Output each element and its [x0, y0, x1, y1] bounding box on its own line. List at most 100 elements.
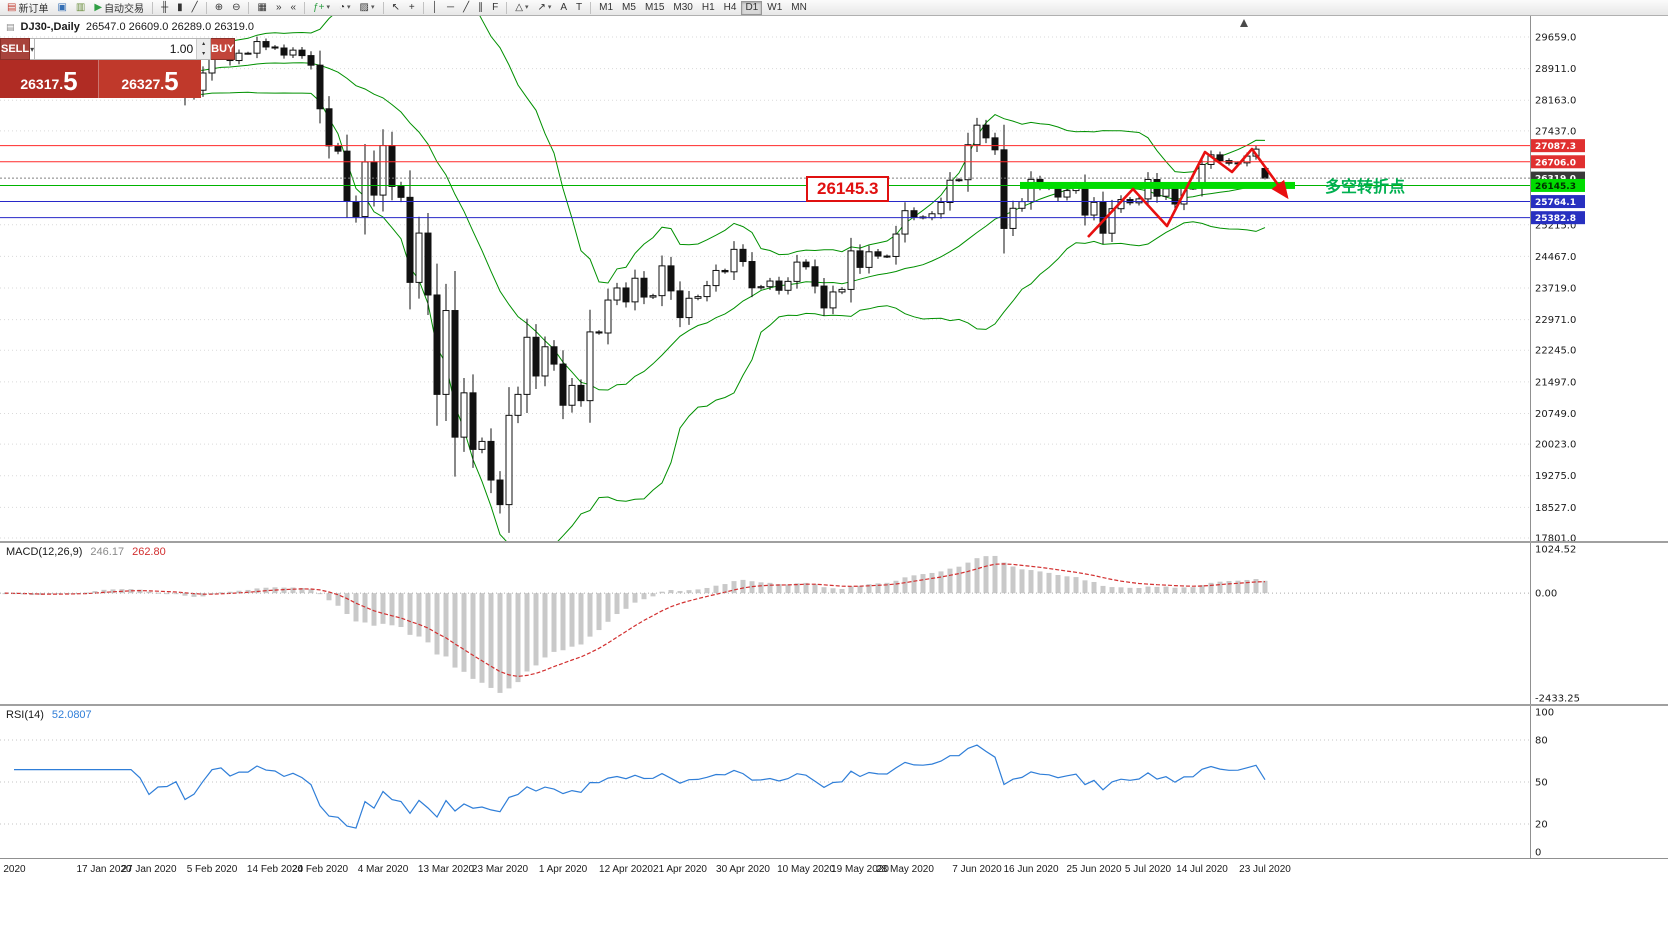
text-icon: A	[560, 1, 568, 13]
candlestick-chart-icon: ▮	[177, 1, 183, 13]
timeframe-h4-button[interactable]: H4	[720, 1, 741, 15]
chevron-down-icon: ▾	[326, 4, 330, 11]
macd-signal-line	[4, 563, 1266, 678]
one-click-trading-panel: SELL ▾ ▴ ▾ BUY 26317.5	[0, 38, 236, 98]
rsi-levels	[0, 739, 1530, 825]
order-type-dropdown[interactable]: ▾	[30, 38, 36, 60]
buy-price[interactable]: 26327. 5	[99, 60, 201, 98]
chart-window-button[interactable]: ▣	[53, 1, 70, 15]
svg-text:27437.0: 27437.0	[1535, 126, 1576, 137]
cursor-button[interactable]: ↖	[388, 1, 404, 15]
time-label: 4 Mar 2020	[357, 864, 409, 875]
chart-mini-icon: ▤	[6, 21, 15, 32]
svg-text:20749.0: 20749.0	[1535, 409, 1576, 420]
panel-separator[interactable]	[0, 541, 1668, 543]
profiles-button[interactable]: ▥	[72, 1, 89, 15]
time-label: 13 Mar 2020	[417, 864, 475, 875]
sell-price[interactable]: 26317. 5	[0, 60, 99, 98]
templates-icon: ▨	[359, 1, 369, 13]
price-chart-svg[interactable]: 29659.0 28911.0 28163.0 27437.0 25215.0 24467…	[0, 16, 1668, 541]
periods-button[interactable]: ◔ ▾	[335, 1, 355, 15]
trendline-button[interactable]: ╱	[459, 1, 473, 15]
autotrading-icon: ▶	[94, 1, 103, 13]
candlestick-chart-button[interactable]: ▮	[173, 1, 187, 15]
auto-scroll-button[interactable]: »	[272, 1, 286, 15]
svg-text:27087.3: 27087.3	[1535, 142, 1576, 152]
zoom-out-button[interactable]: ⊖	[228, 1, 244, 15]
zoom-in-icon: ⊕	[214, 1, 224, 13]
indicators-icon: ƒ+	[313, 1, 325, 13]
macd-panel[interactable]: 1024.52 0.00 -2433.25 MACD(12,26,9) 246.17…	[0, 543, 1668, 704]
svg-text:26706.0: 26706.0	[1535, 158, 1576, 168]
new-order-icon: ▤	[7, 1, 17, 13]
timeframe-m15-button[interactable]: M15	[641, 1, 668, 15]
timeframe-mn-label: MN	[791, 2, 807, 13]
chart-workspace: 29659.0 28911.0 28163.0 27437.0 25215.0 24467…	[0, 16, 1668, 945]
buy-button[interactable]: BUY	[211, 38, 236, 60]
line-chart-button[interactable]: ╱	[188, 1, 202, 15]
horizontal-line-icon: ─	[447, 1, 455, 13]
svg-text:22245.0: 22245.0	[1535, 346, 1576, 357]
rsi-axis: 100 80 50 20 0	[1530, 706, 1554, 858]
crosshair-icon: +	[408, 1, 415, 13]
timeframe-w1-label: W1	[767, 2, 783, 13]
time-label: 24 Feb 2020	[291, 864, 349, 875]
periods-icon: ◔	[338, 1, 346, 13]
chevron-down-icon: ▾	[524, 4, 529, 11]
channel-button[interactable]: ∥	[474, 1, 487, 15]
svg-text:18527.0: 18527.0	[1535, 503, 1576, 514]
svg-text:20: 20	[1535, 820, 1548, 831]
horizontal-line-button[interactable]: ─	[443, 1, 458, 15]
vertical-line-button[interactable]: │	[428, 1, 442, 15]
indicators-button[interactable]: ƒ+ ▾	[309, 1, 334, 15]
timeframe-m1-button[interactable]: M1	[595, 1, 617, 15]
bar-chart-button[interactable]: ╫	[157, 1, 172, 15]
timeframe-m30-button[interactable]: M30	[669, 1, 696, 15]
crosshair-button[interactable]: +	[405, 1, 419, 15]
shapes-button[interactable]: △ ▾	[511, 1, 532, 15]
turning-point-note: 多空转折点	[1325, 179, 1406, 196]
price-level-label: 26145.3	[806, 176, 890, 202]
ohlc-readout: 26547.0 26609.0 26289.0 26319.0	[85, 21, 255, 33]
chart-shift-button[interactable]: «	[287, 1, 301, 15]
timeframe-h4-label: H4	[723, 2, 737, 13]
rsi-label: RSI(14) 52.0807	[6, 709, 92, 721]
volume-input[interactable]	[35, 39, 197, 59]
text-button[interactable]: A	[556, 1, 571, 15]
time-label: 5 Jul 2020	[1124, 864, 1172, 875]
svg-text:-2433.25: -2433.25	[1535, 694, 1580, 705]
svg-text:28163.0: 28163.0	[1535, 96, 1576, 107]
macd-label: MACD(12,26,9) 246.17 262.80	[6, 546, 166, 558]
time-label: 14 Jul 2020	[1176, 864, 1228, 875]
timeframe-h1-button[interactable]: H1	[698, 1, 719, 15]
line-chart-icon: ╱	[191, 1, 198, 13]
sell-button[interactable]: SELL	[0, 38, 31, 60]
timeframe-d1-button[interactable]: D1	[741, 0, 763, 15]
tile-windows-button[interactable]: ▦	[253, 1, 270, 15]
new-order-button[interactable]: ▤ 新订单	[3, 1, 52, 15]
panel-separator[interactable]	[0, 704, 1668, 706]
timeframe-d1-label: D1	[745, 2, 759, 13]
horizontal-levels: 27087.326706.026319.026145.325764.125382…	[0, 139, 1585, 225]
zoom-in-button[interactable]: ⊕	[211, 1, 227, 15]
price-grid	[0, 36, 1530, 539]
text-label-button[interactable]: T	[572, 1, 586, 15]
timeframe-m5-button[interactable]: M5	[618, 1, 640, 15]
price-panel[interactable]: 29659.0 28911.0 28163.0 27437.0 25215.0 24467…	[0, 16, 1668, 541]
time-label: 10 May 2020	[777, 864, 835, 875]
volume-decrease-button[interactable]: ▾	[197, 49, 211, 59]
arrows-button[interactable]: ↗ ▾	[533, 1, 555, 15]
fibonacci-button[interactable]: F	[488, 1, 502, 15]
templates-button[interactable]: ▨ ▾	[356, 1, 379, 15]
autotrading-button[interactable]: ▶ 自动交易	[90, 1, 148, 15]
rsi-panel[interactable]: 100 80 50 20 0 RSI(14) 52.0807	[0, 706, 1668, 858]
profiles-icon: ▥	[75, 1, 86, 13]
svg-text:17801.0: 17801.0	[1535, 534, 1576, 542]
time-label: 7 Jun 2020	[952, 864, 1002, 875]
volume-increase-button[interactable]: ▴	[197, 39, 211, 49]
timeframe-w1-button[interactable]: W1	[763, 1, 786, 15]
timeframe-mn-button[interactable]: MN	[787, 1, 811, 15]
arrows-icon: ↗	[537, 1, 546, 13]
